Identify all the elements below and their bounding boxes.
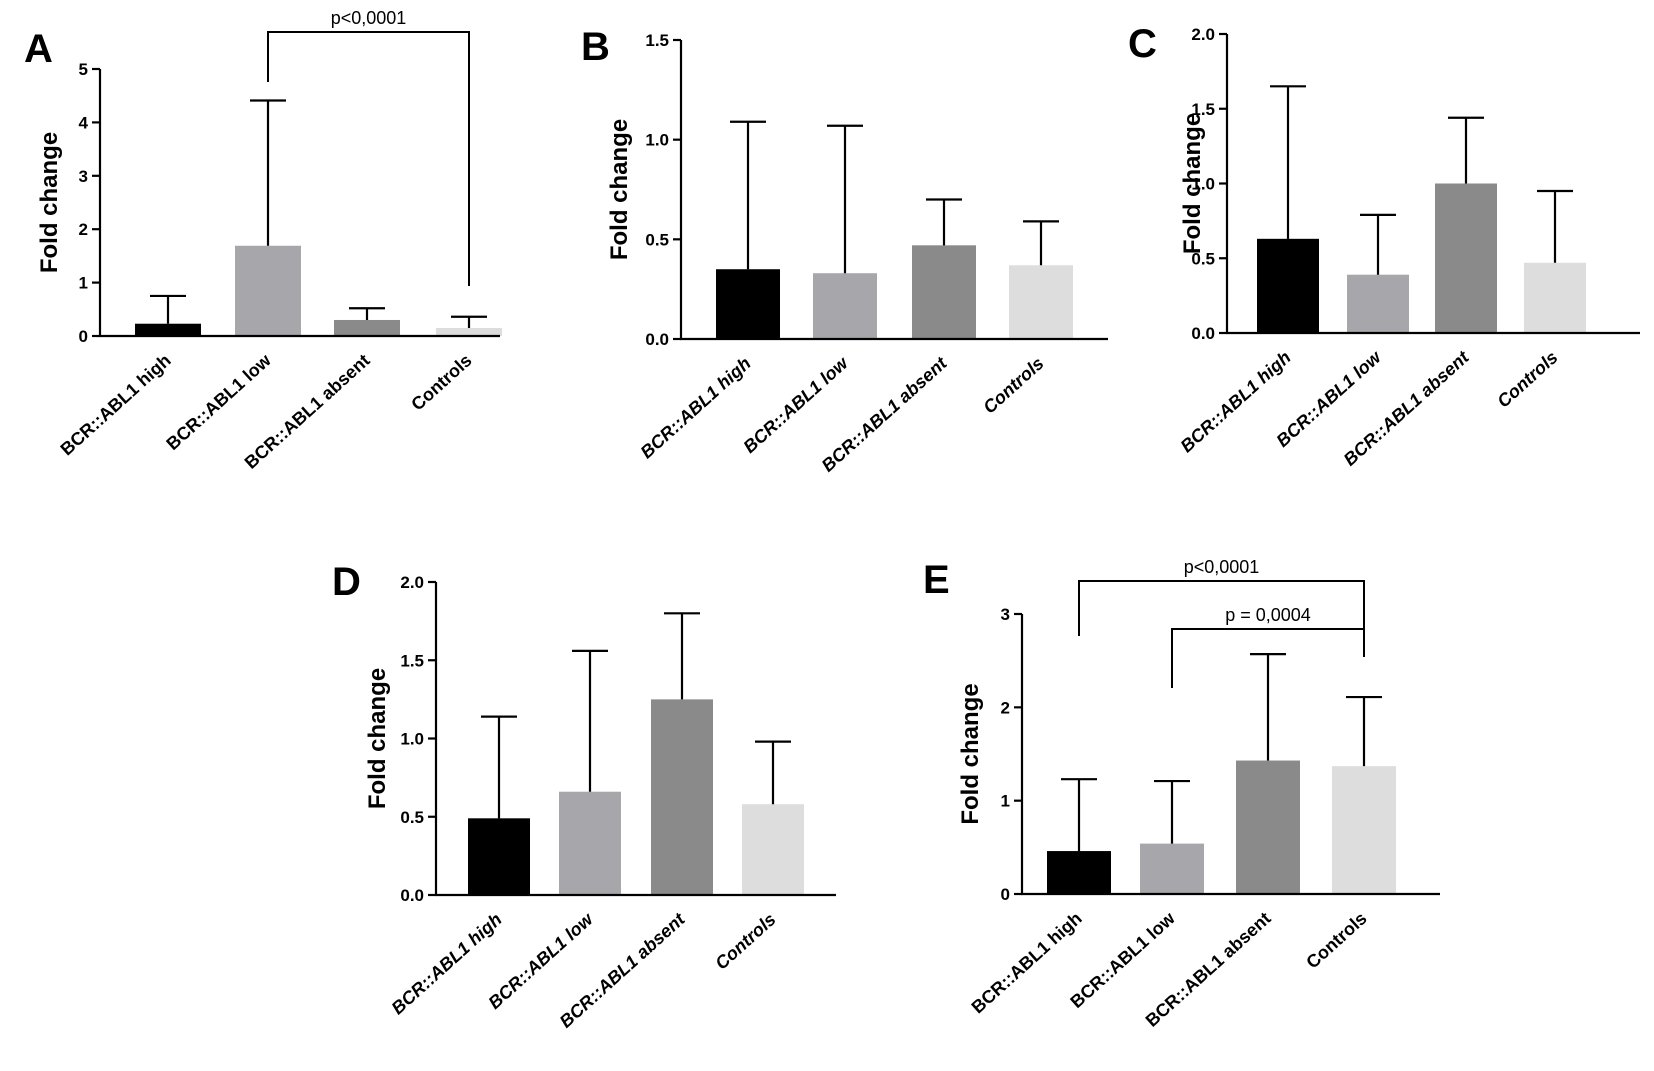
significance-label: p = 0,0004 bbox=[1225, 605, 1311, 625]
y-tick-label: 0.5 bbox=[1191, 249, 1215, 268]
bar bbox=[235, 245, 301, 336]
y-tick-label: 2.0 bbox=[1191, 25, 1215, 44]
y-tick-label: 0.0 bbox=[1191, 324, 1215, 343]
y-tick-label: 1.0 bbox=[645, 131, 669, 150]
error-bar bbox=[827, 124, 863, 274]
error-bar bbox=[730, 120, 766, 270]
error-bar bbox=[926, 198, 962, 246]
y-tick-label: 3 bbox=[79, 167, 88, 186]
panel-letter: A bbox=[24, 27, 53, 71]
bar bbox=[436, 327, 502, 336]
y-tick-label: 4 bbox=[79, 113, 89, 132]
bar bbox=[135, 323, 201, 336]
error-bar bbox=[755, 740, 791, 805]
error-bar bbox=[1250, 653, 1286, 761]
category-label: BCR::ABL1 low bbox=[739, 352, 852, 457]
y-tick-label: 1.5 bbox=[400, 651, 424, 670]
category-label: Controls bbox=[1493, 347, 1561, 411]
y-axis-label: Fold change bbox=[957, 683, 984, 824]
error-bar bbox=[150, 294, 186, 324]
bar bbox=[716, 269, 780, 339]
bar bbox=[742, 804, 804, 895]
y-tick-label: 2 bbox=[1001, 698, 1010, 717]
error-bar bbox=[451, 315, 487, 328]
bar bbox=[1347, 274, 1409, 333]
error-bar bbox=[1023, 220, 1059, 266]
error-bar bbox=[1270, 85, 1306, 239]
bar bbox=[912, 245, 976, 339]
panel-letter: B bbox=[581, 25, 610, 69]
error-bar bbox=[1061, 778, 1097, 852]
y-tick-label: 3 bbox=[1001, 605, 1010, 624]
category-label: BCR::ABL1 high bbox=[57, 350, 175, 459]
category-label: BCR::ABL1 high bbox=[968, 908, 1086, 1017]
bar bbox=[1435, 183, 1497, 333]
error-bar bbox=[1537, 189, 1573, 263]
panel-letter: D bbox=[332, 560, 361, 604]
bar bbox=[559, 791, 621, 895]
y-tick-label: 0 bbox=[1001, 885, 1010, 904]
bar bbox=[334, 319, 400, 336]
significance-label: p<0,0001 bbox=[331, 8, 407, 28]
y-tick-label: 2 bbox=[79, 220, 88, 239]
y-tick-label: 1.5 bbox=[1191, 100, 1215, 119]
category-label: BCR::ABL1 high bbox=[637, 353, 755, 462]
bar bbox=[1524, 262, 1586, 333]
bar bbox=[468, 818, 530, 895]
error-bar bbox=[1360, 213, 1396, 275]
y-tick-label: 1.5 bbox=[645, 31, 669, 50]
bar bbox=[651, 699, 713, 895]
significance-bracket bbox=[1171, 628, 1365, 688]
significance-label: p<0,0001 bbox=[1184, 557, 1260, 577]
panel-letter: E bbox=[923, 558, 950, 602]
error-bar bbox=[572, 649, 608, 792]
error-bar bbox=[664, 612, 700, 700]
y-tick-label: 1 bbox=[1001, 792, 1010, 811]
y-axis-label: Fold change bbox=[1179, 113, 1206, 254]
y-tick-label: 0.0 bbox=[400, 886, 424, 905]
y-tick-label: 5 bbox=[79, 60, 88, 79]
bar bbox=[1332, 766, 1396, 894]
category-label: BCR::ABL1 low bbox=[162, 349, 275, 454]
significance-bracket bbox=[267, 31, 470, 286]
category-label: Controls bbox=[407, 350, 475, 414]
y-tick-label: 1.0 bbox=[400, 730, 424, 749]
error-bar bbox=[1448, 116, 1484, 184]
error-bar bbox=[481, 715, 517, 819]
significance-bracket bbox=[1078, 580, 1365, 657]
error-bar bbox=[1154, 779, 1190, 844]
bar bbox=[1009, 265, 1073, 339]
y-axis-label: Fold change bbox=[364, 668, 391, 809]
category-label: Controls bbox=[979, 353, 1047, 417]
y-axis-label: Fold change bbox=[36, 132, 63, 273]
y-tick-label: 1 bbox=[79, 274, 88, 293]
y-tick-label: 2.0 bbox=[400, 573, 424, 592]
y-tick-label: 0.5 bbox=[645, 230, 669, 249]
y-tick-label: 0.0 bbox=[645, 330, 669, 349]
y-tick-label: 0.5 bbox=[400, 808, 424, 827]
y-tick-label: 0 bbox=[79, 327, 88, 346]
error-bar bbox=[1346, 695, 1382, 767]
y-tick-label: 1.0 bbox=[1191, 175, 1215, 194]
panel-letter: C bbox=[1128, 22, 1157, 66]
bar bbox=[1047, 851, 1111, 894]
bar bbox=[1236, 760, 1300, 894]
bar bbox=[813, 273, 877, 339]
bar bbox=[1140, 843, 1204, 894]
error-bar bbox=[250, 99, 286, 246]
error-bar bbox=[349, 307, 385, 320]
bar bbox=[1257, 238, 1319, 333]
y-axis-label: Fold change bbox=[606, 119, 633, 260]
category-label: Controls bbox=[1302, 908, 1370, 972]
category-label: Controls bbox=[711, 909, 779, 973]
